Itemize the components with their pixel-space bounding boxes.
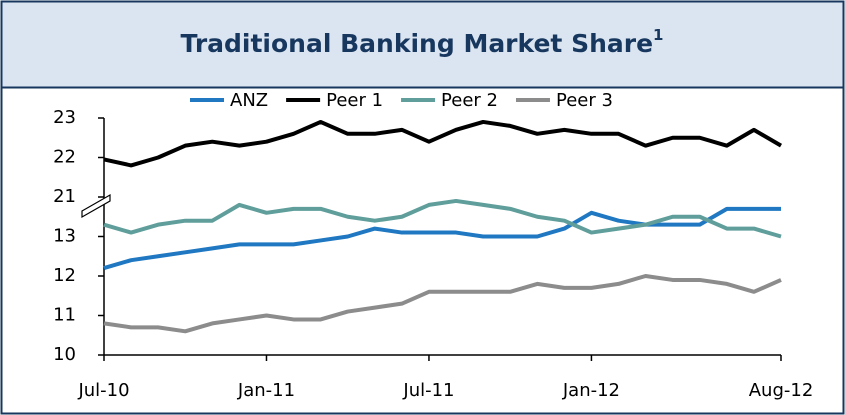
legend-label: Peer 3	[556, 90, 613, 111]
x-tick-label: Jan-12	[562, 380, 620, 401]
series-line	[103, 206, 781, 271]
x-tick-label: Aug-12	[749, 380, 814, 401]
chart-title: Traditional Banking Market Share1	[181, 26, 664, 59]
legend-label: Peer 1	[326, 90, 383, 111]
y-tick-label: 10	[53, 344, 76, 365]
x-tick-label: Jul-10	[77, 380, 129, 401]
y-tick-label: 23	[53, 107, 76, 128]
y-tick-label: 22	[53, 147, 76, 168]
axis-break	[81, 193, 111, 219]
y-tick-label: 21	[53, 186, 76, 207]
y-tick-label: 12	[53, 265, 76, 286]
title-box	[0, 0, 845, 89]
title-text: Traditional Banking Market Share	[181, 29, 654, 58]
y-tick-label: 13	[53, 226, 76, 247]
x-tick-label: Jan-11	[237, 380, 295, 401]
series-line	[103, 274, 782, 334]
x-tick-label: Jul-11	[402, 380, 454, 401]
series-line	[103, 198, 782, 239]
y-tick-label: 11	[53, 305, 76, 326]
legend-label: ANZ	[230, 90, 268, 111]
title-note: 1	[653, 26, 663, 44]
legend-label: Peer 2	[441, 90, 498, 111]
series-line	[103, 119, 783, 168]
